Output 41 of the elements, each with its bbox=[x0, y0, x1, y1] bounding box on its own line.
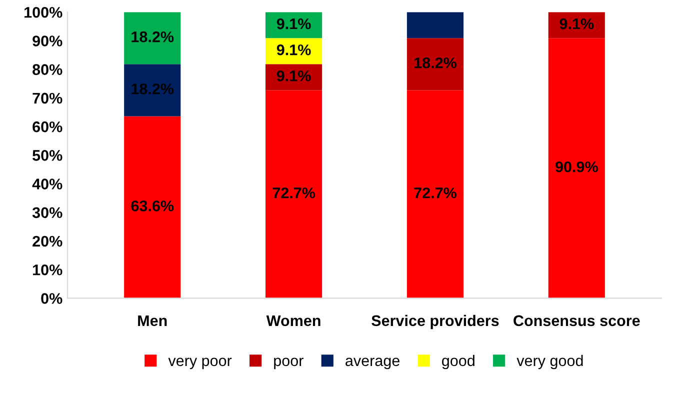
legend-label: very poor bbox=[168, 358, 232, 370]
y-tick-label: 0% bbox=[41, 293, 62, 304]
bar bbox=[266, 38, 322, 64]
y-tick-label: 80% bbox=[32, 64, 62, 75]
x-tick-label: Consensus score bbox=[514, 315, 640, 326]
x-tick-label: Women bbox=[266, 315, 320, 326]
data-label: 9.1% bbox=[276, 18, 311, 30]
y-tick-label: 90% bbox=[32, 36, 62, 46]
data-label: 18.2% bbox=[414, 57, 456, 68]
bar bbox=[124, 12, 181, 64]
y-tick-label: 50% bbox=[32, 150, 62, 161]
data-label: 72.7% bbox=[272, 187, 316, 198]
data-label: 18.2% bbox=[132, 31, 174, 42]
bar bbox=[266, 64, 322, 90]
x-tick-label: Service providers bbox=[372, 314, 499, 330]
legend-label: good bbox=[442, 354, 474, 370]
y-tick-label: 60% bbox=[32, 121, 62, 132]
bar bbox=[266, 90, 322, 298]
legend-label: poor bbox=[274, 358, 304, 370]
x-tick-label: Men bbox=[138, 315, 167, 326]
data-label: 18.2% bbox=[132, 83, 174, 94]
bar bbox=[406, 90, 464, 298]
legend-label: average bbox=[346, 358, 400, 370]
bar bbox=[548, 38, 605, 298]
y-tick-label: 70% bbox=[32, 92, 62, 104]
data-label: 90.9% bbox=[556, 161, 598, 172]
bar bbox=[124, 64, 181, 116]
bar bbox=[406, 38, 464, 90]
y-tick-label: 30% bbox=[32, 207, 62, 218]
y-tick-label: 40% bbox=[32, 178, 62, 190]
y-tick-label: 10% bbox=[33, 264, 62, 276]
data-label: 63.6% bbox=[131, 200, 174, 212]
legend-label: very good bbox=[516, 354, 583, 370]
data-label: 9.1% bbox=[560, 18, 594, 30]
data-label: 72.7% bbox=[414, 187, 456, 198]
y-tick-label: 20% bbox=[32, 236, 62, 247]
bar bbox=[124, 116, 181, 298]
data-label: 9.1% bbox=[276, 44, 311, 56]
bar bbox=[406, 12, 464, 38]
data-label: 9.1% bbox=[276, 70, 311, 82]
y-tick-label: 100% bbox=[24, 6, 62, 18]
